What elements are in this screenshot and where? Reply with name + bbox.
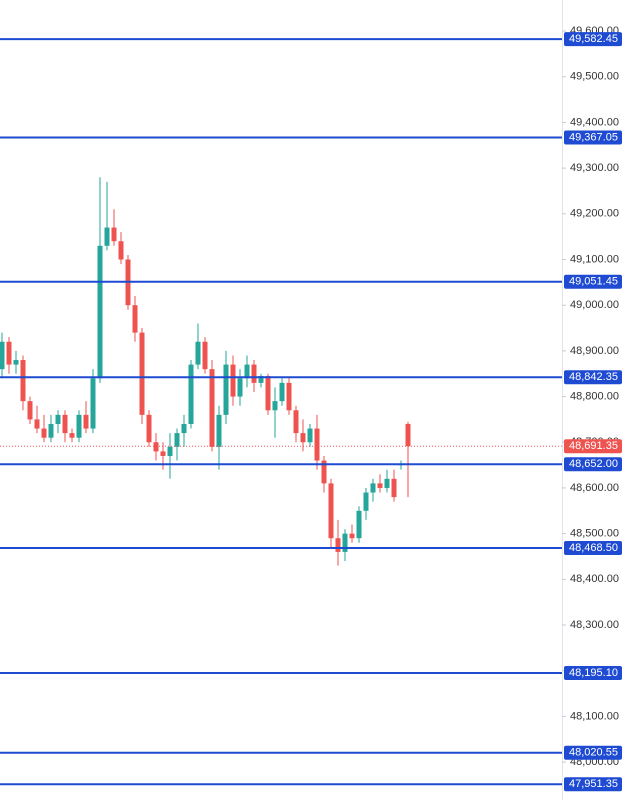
candle-body xyxy=(48,423,54,438)
y-tick-label: 48,300.00 xyxy=(570,619,619,631)
level-box xyxy=(564,745,622,760)
candle-body xyxy=(314,428,320,461)
candle-body xyxy=(153,442,159,452)
level-label: 49,582.45 xyxy=(569,33,618,45)
candle-body xyxy=(0,341,5,370)
candle-body xyxy=(279,382,285,402)
y-tick-label: 48,600.00 xyxy=(570,482,619,494)
level-label: 48,195.10 xyxy=(569,667,618,679)
candle-body xyxy=(181,423,187,434)
candle-body xyxy=(321,460,327,484)
candle-body xyxy=(195,341,201,365)
candle-body xyxy=(335,538,341,552)
last-price-box xyxy=(564,439,622,454)
candle-body xyxy=(349,533,355,539)
candle-body xyxy=(146,414,152,443)
candle-body xyxy=(293,410,299,434)
candle-body xyxy=(174,433,180,447)
candle-body xyxy=(90,378,96,429)
candle-body xyxy=(69,433,75,438)
candle-body xyxy=(272,401,278,411)
level-label: 48,020.55 xyxy=(569,747,618,759)
candle-body xyxy=(244,364,250,379)
candle-body xyxy=(307,428,313,443)
level-box xyxy=(564,130,622,145)
candle-body xyxy=(223,364,229,415)
y-tick-label: 49,200.00 xyxy=(570,208,619,220)
level-box xyxy=(564,370,622,385)
level-label: 48,842.35 xyxy=(569,371,618,383)
level-label: 48,468.50 xyxy=(569,542,618,554)
y-tick-label: 48,100.00 xyxy=(570,710,619,722)
candle-body xyxy=(76,414,82,438)
level-box xyxy=(564,457,622,472)
candle-body xyxy=(167,446,173,456)
candle-body xyxy=(300,433,306,443)
candle-body xyxy=(230,364,236,397)
y-tick-label: 49,500.00 xyxy=(570,71,619,83)
candle-body xyxy=(391,478,397,498)
candle-body xyxy=(384,478,390,488)
candle-body xyxy=(370,483,376,493)
y-tick-label: 48,900.00 xyxy=(570,345,619,357)
candle-body xyxy=(209,369,215,447)
candle-body xyxy=(258,376,264,383)
candle-body xyxy=(132,305,138,333)
y-tick-label: 48,500.00 xyxy=(570,528,619,540)
candle-body xyxy=(202,341,208,370)
level-label: 49,367.05 xyxy=(569,131,618,143)
y-tick-label: 48,800.00 xyxy=(570,390,619,402)
candle-body xyxy=(83,414,89,429)
y-tick-label: 49,000.00 xyxy=(570,299,619,311)
candle-body xyxy=(363,492,369,511)
candle-body xyxy=(104,227,110,246)
candle-body xyxy=(6,341,12,365)
candle-body xyxy=(139,332,145,415)
y-tick-label: 48,400.00 xyxy=(570,573,619,585)
candle-body xyxy=(111,227,117,242)
level-box xyxy=(564,777,622,792)
candle-body xyxy=(41,428,47,438)
y-tick-label: 49,100.00 xyxy=(570,253,619,265)
y-tick-label: 49,300.00 xyxy=(570,162,619,174)
candle-body xyxy=(286,382,292,411)
level-box xyxy=(564,274,622,289)
candle-body xyxy=(34,419,40,429)
candle-body xyxy=(27,401,33,420)
level-label: 49,051.45 xyxy=(569,276,618,288)
candle-body xyxy=(62,414,68,434)
level-label: 47,951.35 xyxy=(569,778,618,790)
candle-body xyxy=(328,483,334,539)
candle-body xyxy=(160,451,166,456)
candle-body xyxy=(188,364,194,424)
candle-body xyxy=(118,241,124,260)
level-box xyxy=(564,541,622,556)
candle-body xyxy=(13,360,19,365)
candle-body xyxy=(265,376,271,411)
candle-body xyxy=(356,510,362,539)
candle-body xyxy=(342,533,348,552)
level-box xyxy=(564,32,622,47)
last-price-label: 48,691.35 xyxy=(569,440,618,452)
candle-body xyxy=(251,364,257,383)
candle-body xyxy=(20,360,26,402)
candle-body xyxy=(97,245,103,379)
level-box xyxy=(564,665,622,680)
y-tick-label: 49,400.00 xyxy=(570,116,619,128)
candle-body xyxy=(216,414,222,447)
candle-body xyxy=(55,414,61,424)
candle-body xyxy=(377,483,383,488)
candle-body xyxy=(237,378,243,397)
candle-body xyxy=(405,423,411,447)
level-label: 48,652.00 xyxy=(569,458,618,470)
